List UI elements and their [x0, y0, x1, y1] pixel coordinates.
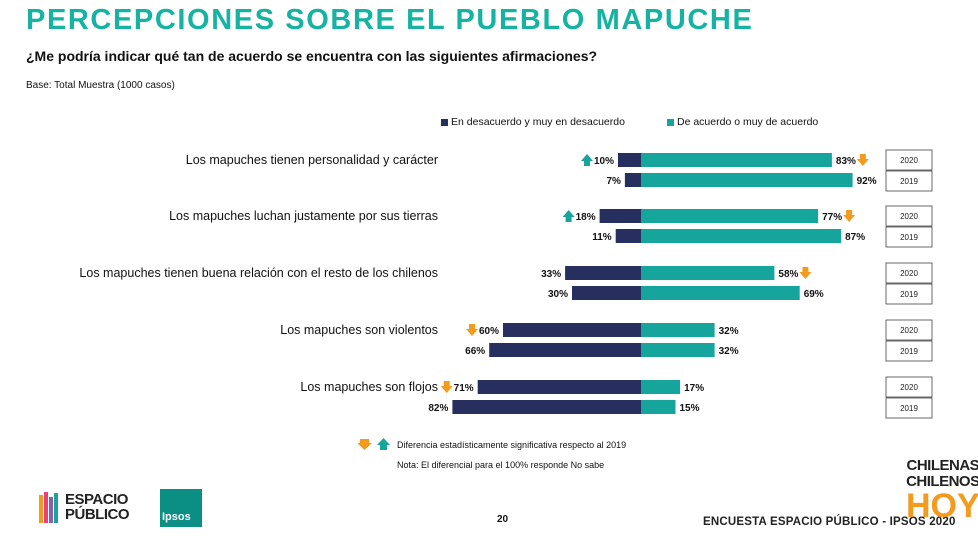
- data-label-agree-2020: 77%: [822, 212, 842, 223]
- bar-agree-2020: [641, 266, 775, 280]
- year-label-2020: 2020: [900, 269, 918, 278]
- bar-disagree-2019: [624, 173, 641, 187]
- significance-down-icon: [856, 154, 869, 166]
- page-number: 20: [497, 514, 509, 525]
- brand-line3: HOY: [906, 487, 978, 525]
- data-label-agree-2019: 15%: [680, 403, 700, 414]
- significance-footnote: Diferencia estadísticamente significativ…: [397, 440, 627, 450]
- survey-name: ENCUESTA ESPACIO PÚBLICO - IPSOS 2020: [703, 516, 956, 528]
- ipsos-logo: Ipsos: [160, 489, 202, 527]
- year-box-2020: [885, 205, 933, 227]
- bar-agree-2019: [641, 343, 715, 357]
- legend-disagree: En desacuerdo y muy en desacuerdo: [441, 116, 625, 128]
- bar-disagree-2020: [599, 209, 641, 223]
- year-box-2020: [885, 149, 933, 171]
- brand-line2: CHILENOS: [906, 473, 978, 490]
- year-label-2020: 2020: [900, 212, 918, 221]
- espacio-publico-line1: ESPACIO: [65, 491, 128, 508]
- bar-agree-2019: [641, 229, 842, 243]
- year-box-2020: [885, 376, 933, 398]
- year-label-2019: 2019: [900, 233, 918, 242]
- data-label-disagree-2019: 66%: [465, 346, 485, 357]
- bar-agree-2019: [641, 173, 853, 187]
- data-label-agree-2019: 69%: [804, 289, 824, 300]
- year-label-2020: 2020: [900, 156, 918, 165]
- ipsos-logo-text: Ipsos: [162, 511, 191, 523]
- bar-disagree-2019: [572, 286, 641, 300]
- significance-arrows-icon: [358, 438, 390, 450]
- legend-swatch-agree: [667, 118, 674, 126]
- data-label-agree-2020: 17%: [684, 383, 704, 394]
- legend-agree: De acuerdo o muy de acuerdo: [667, 116, 818, 128]
- note-footnote: Nota: El diferencial para el 100% respon…: [397, 460, 605, 470]
- bar-disagree-2019: [452, 400, 641, 414]
- bar-agree-2020: [641, 209, 819, 223]
- year-box-2019: [885, 340, 933, 362]
- year-box-2020: [885, 262, 933, 284]
- year-label-2020: 2020: [900, 383, 918, 392]
- bar-disagree-2019: [489, 343, 641, 357]
- data-label-disagree-2019: 7%: [606, 176, 621, 187]
- bar-disagree-2020: [477, 380, 641, 394]
- category-label: Los mapuches tienen buena relación con e…: [79, 266, 438, 280]
- data-label-agree-2020: 83%: [836, 156, 856, 167]
- year-label-2019: 2019: [900, 347, 918, 356]
- category-label: Los mapuches son flojos: [300, 380, 438, 394]
- legend-label-disagree: En desacuerdo y muy en desacuerdo: [451, 116, 625, 128]
- bar-agree-2020: [641, 323, 715, 337]
- espacio-publico-logo: ESPACIO PÚBLICO: [38, 489, 130, 525]
- data-label-disagree-2019: 11%: [592, 232, 612, 243]
- espacio-publico-logo-icon: [39, 492, 58, 523]
- data-label-disagree-2020: 10%: [594, 156, 614, 167]
- data-label-agree-2019: 92%: [857, 176, 877, 187]
- year-label-2019: 2019: [900, 290, 918, 299]
- data-label-agree-2019: 32%: [719, 346, 739, 357]
- significance-down-icon: [843, 210, 856, 222]
- year-label-2020: 2020: [900, 326, 918, 335]
- significance-down-icon: [799, 267, 812, 279]
- year-label-2019: 2019: [900, 404, 918, 413]
- bar-agree-2020: [641, 153, 832, 167]
- data-label-disagree-2020: 60%: [479, 326, 499, 337]
- bar-disagree-2020: [503, 323, 641, 337]
- significance-up-icon: [581, 154, 593, 166]
- data-label-disagree-2020: 71%: [454, 383, 474, 394]
- significance-down-icon: [440, 381, 453, 393]
- year-box-2019: [885, 226, 933, 248]
- year-label-2019: 2019: [900, 177, 918, 186]
- bar-disagree-2019: [615, 229, 641, 243]
- bar-disagree-2020: [618, 153, 641, 167]
- legend-swatch-disagree: [441, 118, 448, 126]
- category-label: Los mapuches tienen personalidad y carác…: [186, 153, 438, 167]
- bar-agree-2020: [641, 380, 681, 394]
- significance-up-icon: [562, 210, 575, 222]
- legend-label-agree: De acuerdo o muy de acuerdo: [677, 116, 819, 128]
- bar-disagree-2020: [565, 266, 641, 280]
- category-label: Los mapuches luchan justamente por sus t…: [169, 209, 438, 223]
- year-box-2019: [885, 397, 933, 419]
- sample-base: Base: Total Muestra (1000 casos): [26, 80, 175, 91]
- survey-question: ¿Me podría indicar qué tan de acuerdo se…: [26, 48, 598, 64]
- page-title: PERCEPCIONES SOBRE EL PUEBLO MAPUCHE: [26, 4, 754, 36]
- year-box-2020: [885, 319, 933, 341]
- data-label-disagree-2019: 82%: [428, 403, 448, 414]
- data-label-disagree-2020: 33%: [541, 269, 561, 280]
- significance-down-icon: [466, 324, 478, 336]
- data-label-agree-2020: 32%: [719, 326, 739, 337]
- data-label-disagree-2019: 30%: [548, 289, 568, 300]
- category-label: Los mapuches son violentos: [280, 323, 438, 337]
- data-label-disagree-2020: 18%: [576, 212, 596, 223]
- data-label-agree-2020: 58%: [778, 269, 798, 280]
- data-label-agree-2019: 87%: [845, 232, 865, 243]
- year-box-2019: [885, 283, 933, 305]
- bar-agree-2019: [641, 286, 800, 300]
- chilenas-chilenos-hoy-logo: CHILENAS CHILENOS HOY: [906, 457, 978, 525]
- brand-line1: CHILENAS: [906, 457, 978, 474]
- espacio-publico-line2: PÚBLICO: [65, 506, 130, 523]
- year-box-2019: [885, 170, 933, 192]
- bar-agree-2019: [641, 400, 676, 414]
